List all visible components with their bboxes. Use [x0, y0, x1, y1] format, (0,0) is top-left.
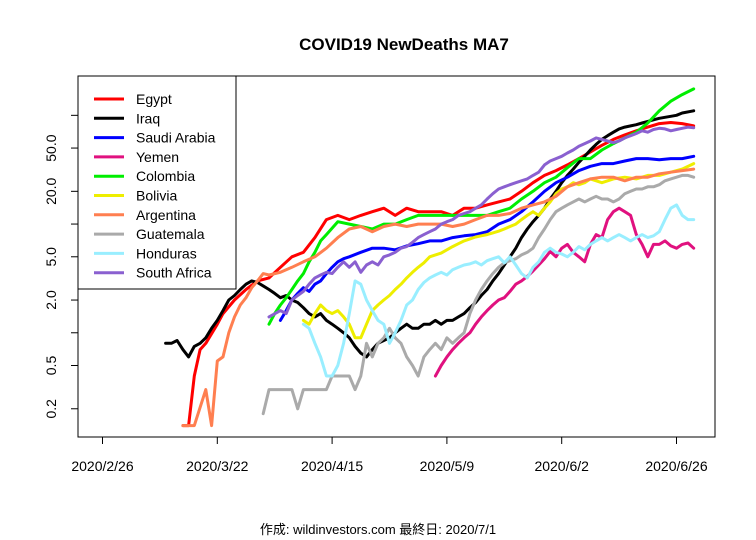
x-tick-label: 2020/6/26	[645, 458, 707, 474]
y-tick-label: 0.2	[43, 399, 59, 419]
series-line-south-africa	[267, 125, 696, 319]
y-tick-label: 50.0	[43, 134, 59, 161]
legend-label-iraq: Iraq	[136, 110, 160, 126]
legend-label-argentina: Argentina	[136, 207, 196, 223]
series-line-guatemala	[261, 173, 696, 416]
legend-label-egypt: Egypt	[136, 91, 172, 107]
y-axis: 0.2 0.5 2.0 5.0 20.0 50.0	[43, 114, 78, 419]
y-tick-label: 5.0	[43, 247, 59, 267]
legend-label-yemen: Yemen	[136, 149, 179, 165]
legend-label-guatemala: Guatemala	[136, 226, 205, 242]
legend-label-bolivia: Bolivia	[136, 188, 177, 204]
y-tick-label: 2.0	[43, 290, 59, 310]
x-tick-label: 2020/3/22	[186, 458, 248, 474]
series-line-iraq	[164, 109, 696, 359]
x-tick-label: 2020/6/2	[534, 458, 589, 474]
legend-label-colombia: Colombia	[136, 168, 195, 184]
legend-label-south-africa: South Africa	[136, 265, 212, 281]
series-line-saudi-arabia	[278, 154, 696, 322]
chart-title: COVID19 NewDeaths MA7	[299, 35, 509, 54]
legend-label-saudi-arabia: Saudi Arabia	[136, 130, 216, 146]
series-line-honduras	[301, 203, 696, 378]
legend: Egypt Iraq Saudi Arabia Yemen Colombia Bolivi…	[77, 75, 237, 290]
series-line-yemen	[433, 206, 696, 378]
footer-credit: 作成: wildinvestors.com 最終日: 2020/7/1	[259, 522, 497, 537]
x-tick-label: 2020/2/26	[71, 458, 133, 474]
y-tick-label: 20.0	[43, 177, 59, 204]
series-layer	[164, 87, 696, 428]
legend-label-honduras: Honduras	[136, 245, 197, 261]
series-line-bolivia	[301, 162, 696, 340]
y-tick-label: 0.5	[43, 356, 59, 376]
series-line-egypt	[181, 121, 696, 428]
x-tick-label: 2020/5/9	[420, 458, 475, 474]
series-line-argentina	[181, 167, 696, 428]
x-axis: 2020/2/26 2020/3/22 2020/4/15 2020/5/9 2020/…	[71, 437, 708, 474]
x-tick-label: 2020/4/15	[301, 458, 363, 474]
